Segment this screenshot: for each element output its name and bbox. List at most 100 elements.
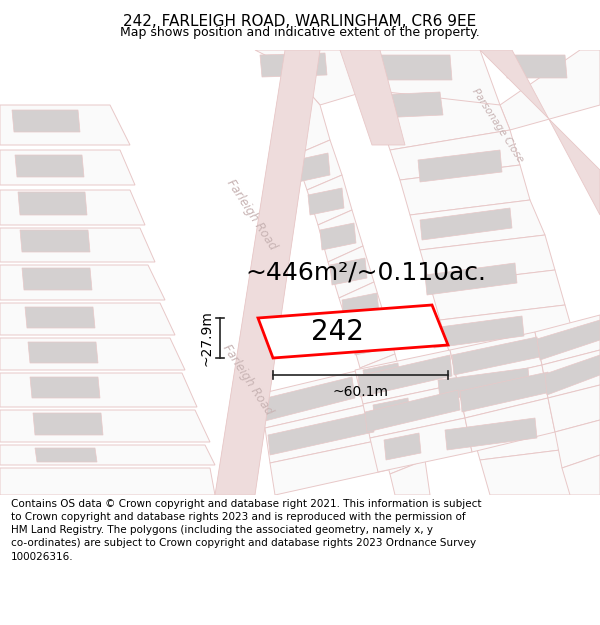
- Polygon shape: [440, 305, 575, 355]
- Polygon shape: [258, 305, 448, 358]
- Polygon shape: [18, 192, 87, 215]
- Text: Farleigh Road: Farleigh Road: [224, 177, 280, 252]
- Text: ~446m²/~0.110ac.: ~446m²/~0.110ac.: [245, 260, 486, 284]
- Polygon shape: [360, 354, 405, 404]
- Polygon shape: [542, 350, 600, 398]
- Text: 242: 242: [311, 318, 364, 346]
- Polygon shape: [0, 338, 185, 370]
- Polygon shape: [35, 448, 97, 462]
- Polygon shape: [480, 50, 600, 210]
- Text: Farleigh Road: Farleigh Road: [220, 342, 275, 418]
- Polygon shape: [215, 50, 320, 495]
- Polygon shape: [445, 418, 537, 450]
- Polygon shape: [500, 50, 600, 130]
- Polygon shape: [353, 328, 390, 355]
- Polygon shape: [0, 265, 165, 300]
- Polygon shape: [384, 433, 421, 460]
- Polygon shape: [355, 350, 458, 404]
- Polygon shape: [258, 377, 355, 422]
- Polygon shape: [460, 372, 551, 412]
- Polygon shape: [255, 370, 370, 428]
- Polygon shape: [370, 390, 415, 440]
- Polygon shape: [265, 404, 380, 463]
- Polygon shape: [370, 90, 510, 150]
- Polygon shape: [480, 50, 600, 215]
- Polygon shape: [20, 230, 90, 252]
- Polygon shape: [450, 332, 542, 384]
- Polygon shape: [505, 55, 567, 78]
- Polygon shape: [358, 355, 452, 397]
- Polygon shape: [555, 420, 600, 468]
- Polygon shape: [255, 50, 370, 105]
- Polygon shape: [400, 165, 530, 215]
- Polygon shape: [285, 65, 330, 155]
- Polygon shape: [378, 55, 452, 80]
- Polygon shape: [342, 293, 379, 320]
- Polygon shape: [295, 140, 342, 190]
- Polygon shape: [390, 460, 430, 495]
- Text: 242, FARLEIGH ROAD, WARLINGHAM, CR6 9EE: 242, FARLEIGH ROAD, WARLINGHAM, CR6 9EE: [124, 14, 476, 29]
- Polygon shape: [465, 398, 555, 452]
- Polygon shape: [363, 363, 400, 390]
- Polygon shape: [562, 455, 600, 495]
- Polygon shape: [373, 398, 410, 425]
- Polygon shape: [375, 92, 443, 118]
- Polygon shape: [12, 110, 80, 132]
- Polygon shape: [340, 50, 400, 130]
- Polygon shape: [370, 418, 472, 472]
- Polygon shape: [460, 375, 595, 425]
- Polygon shape: [535, 315, 600, 365]
- Polygon shape: [545, 355, 600, 395]
- Polygon shape: [28, 342, 98, 363]
- Polygon shape: [363, 384, 465, 438]
- Polygon shape: [296, 153, 330, 182]
- Polygon shape: [548, 385, 600, 432]
- Polygon shape: [458, 365, 548, 418]
- Polygon shape: [215, 50, 320, 495]
- Polygon shape: [22, 268, 92, 290]
- Text: ~60.1m: ~60.1m: [332, 385, 389, 399]
- Polygon shape: [452, 337, 540, 375]
- Polygon shape: [328, 246, 374, 298]
- Polygon shape: [470, 410, 600, 460]
- Polygon shape: [0, 303, 175, 335]
- Polygon shape: [537, 320, 600, 360]
- Polygon shape: [450, 340, 585, 390]
- Polygon shape: [33, 413, 103, 435]
- Polygon shape: [410, 200, 545, 250]
- Polygon shape: [420, 208, 512, 240]
- Polygon shape: [438, 368, 530, 400]
- Text: Map shows position and indicative extent of the property.: Map shows position and indicative extent…: [120, 26, 480, 39]
- Polygon shape: [425, 263, 517, 295]
- Polygon shape: [390, 130, 520, 180]
- Polygon shape: [418, 150, 502, 182]
- Polygon shape: [0, 445, 215, 465]
- Polygon shape: [0, 190, 145, 225]
- Polygon shape: [339, 282, 385, 333]
- Polygon shape: [432, 316, 524, 348]
- Text: ~27.9m: ~27.9m: [199, 310, 213, 366]
- Text: Parsonage Close: Parsonage Close: [470, 86, 526, 164]
- Polygon shape: [30, 377, 100, 398]
- Polygon shape: [320, 223, 356, 250]
- Polygon shape: [318, 210, 363, 262]
- Polygon shape: [268, 412, 374, 455]
- Polygon shape: [420, 235, 555, 285]
- Polygon shape: [308, 188, 344, 215]
- Polygon shape: [15, 155, 84, 177]
- Polygon shape: [307, 175, 352, 225]
- Polygon shape: [0, 410, 210, 442]
- Polygon shape: [370, 50, 500, 125]
- Polygon shape: [340, 50, 405, 145]
- Polygon shape: [350, 318, 395, 368]
- Polygon shape: [0, 150, 135, 185]
- Polygon shape: [270, 440, 388, 495]
- Polygon shape: [430, 270, 565, 320]
- Polygon shape: [25, 307, 95, 328]
- Polygon shape: [0, 373, 197, 407]
- Polygon shape: [380, 425, 425, 474]
- Polygon shape: [0, 105, 130, 145]
- Polygon shape: [0, 228, 155, 262]
- Polygon shape: [260, 53, 327, 77]
- Polygon shape: [480, 445, 600, 495]
